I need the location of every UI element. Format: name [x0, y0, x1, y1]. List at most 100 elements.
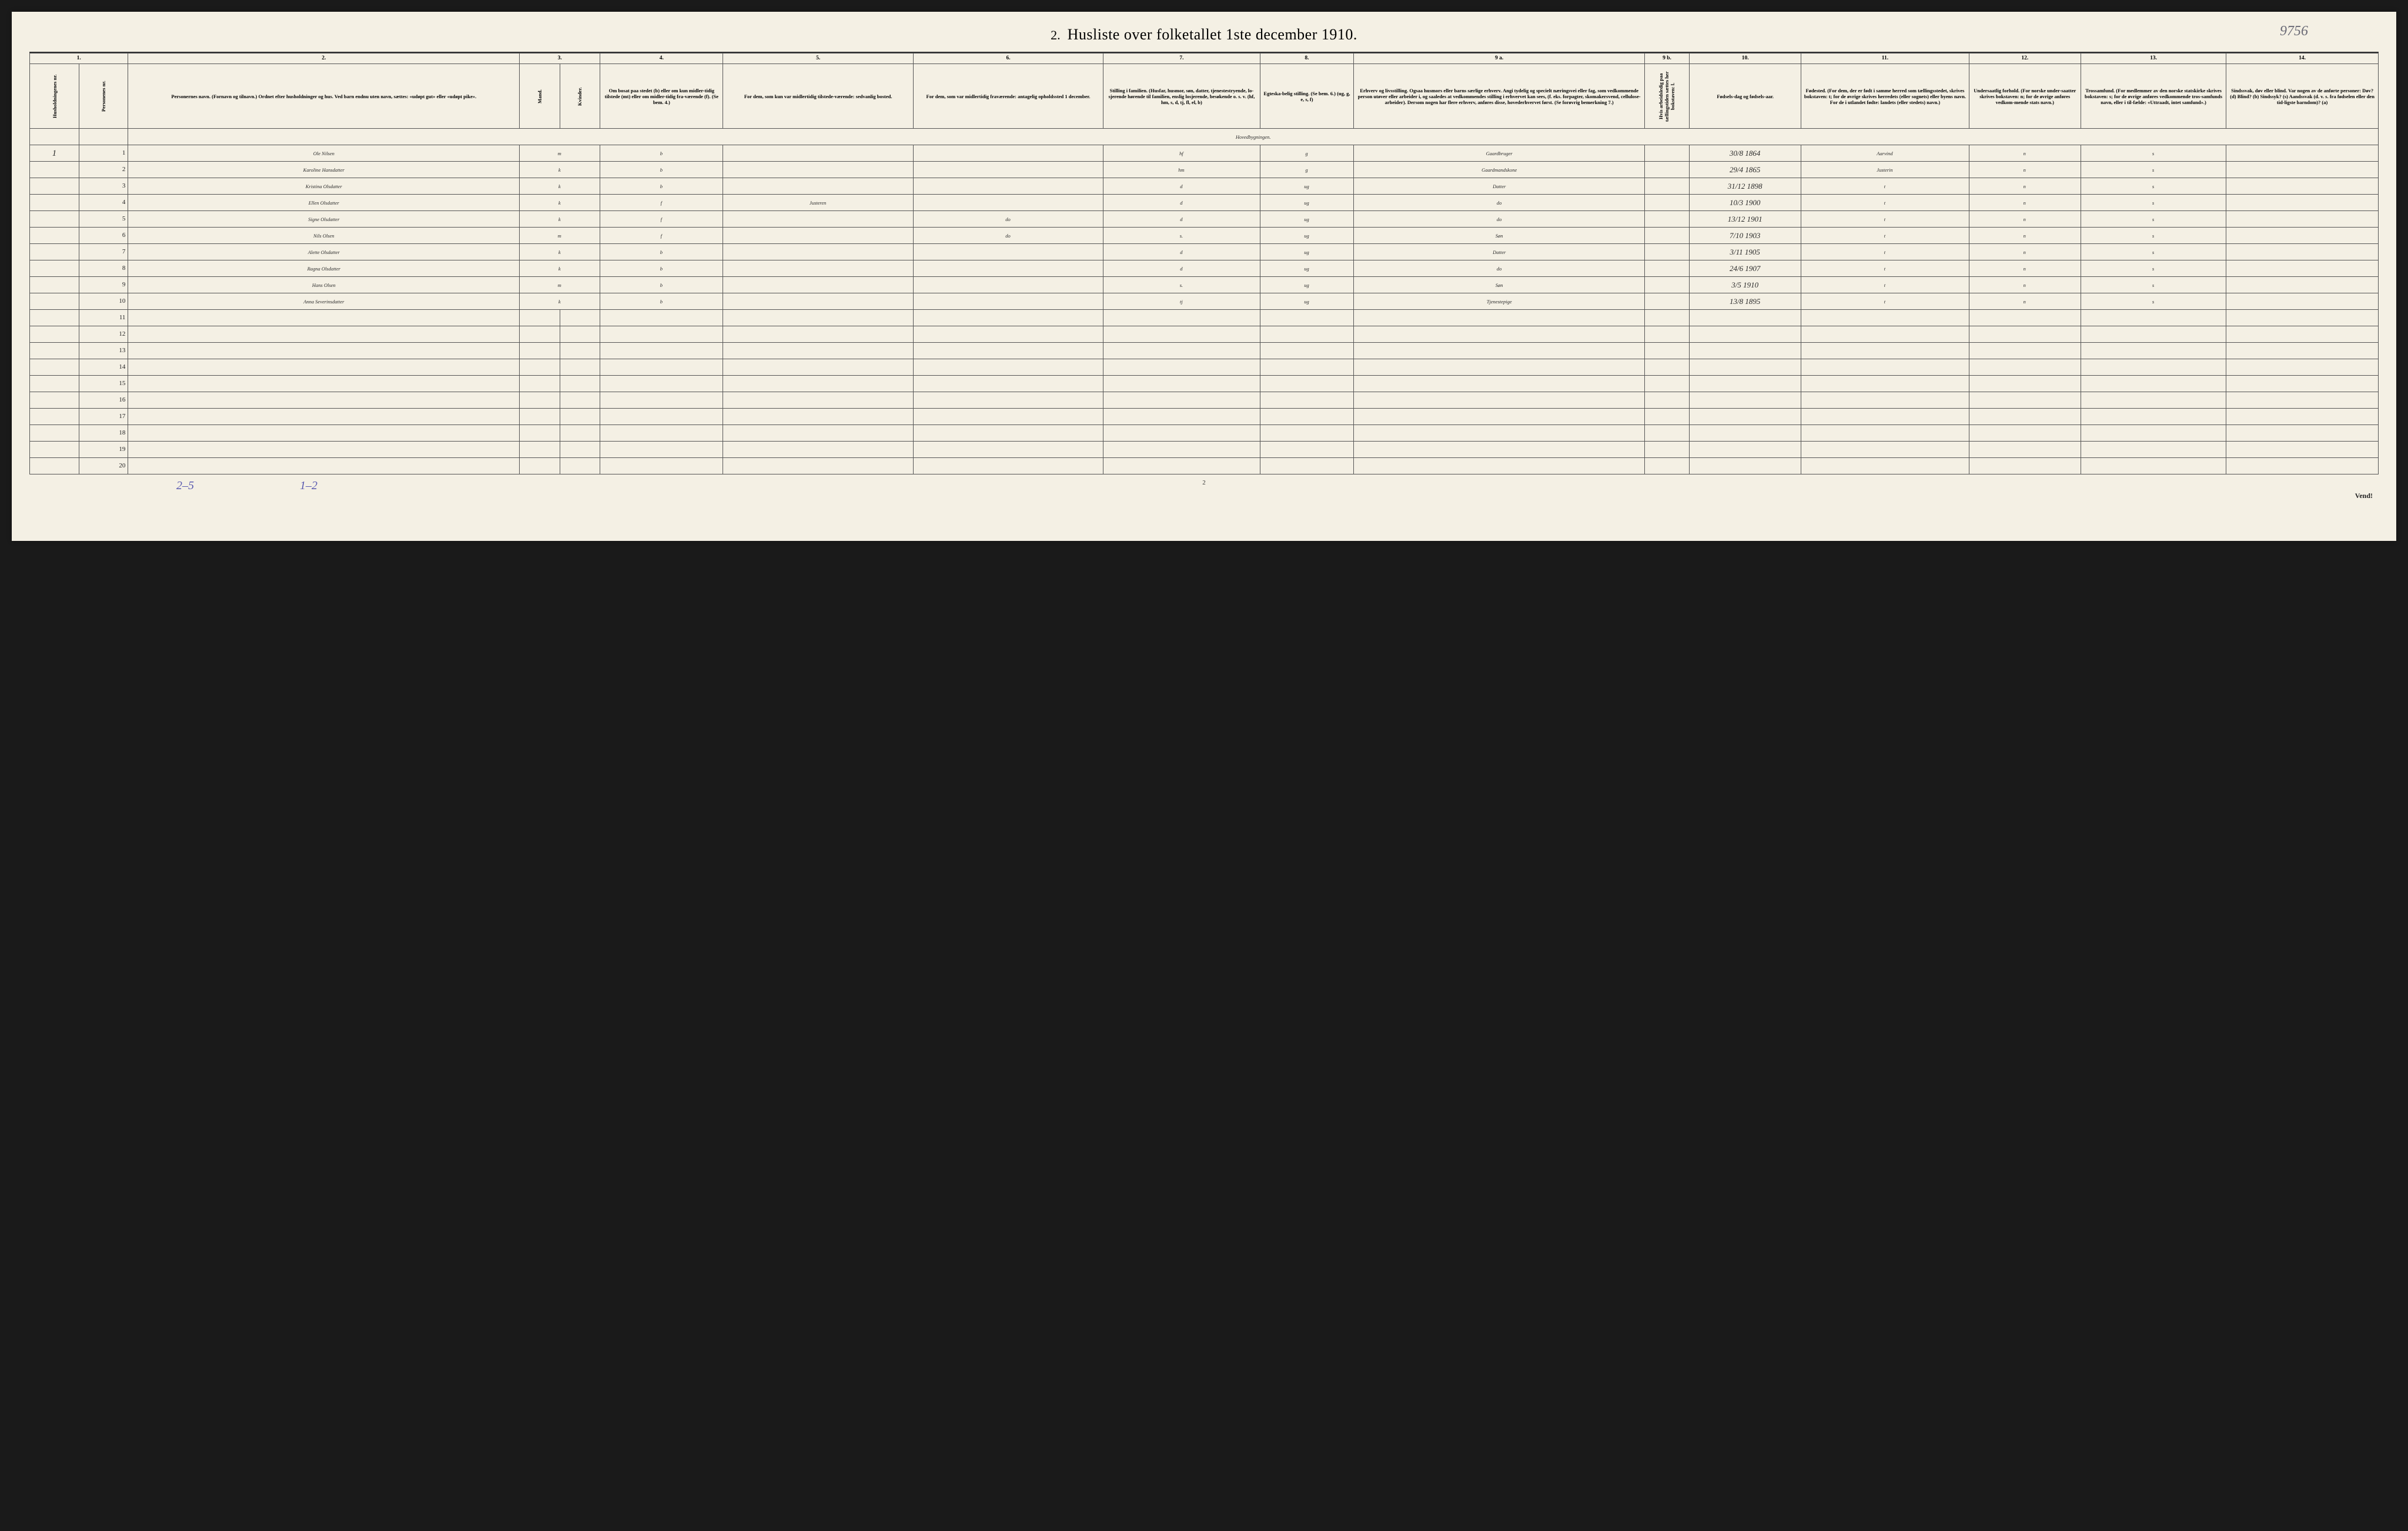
col-number: 14. [2226, 54, 2379, 64]
cell-unemployed [1644, 293, 1689, 310]
cell-household-nr [30, 228, 79, 244]
cell-birthplace: t [1801, 195, 1969, 211]
cell-family-pos: d [1103, 260, 1260, 277]
table-row-blank: 15 [30, 376, 2379, 392]
table-row: 9Hans Olsenmbs.ugSøn3/5 1910tns [30, 277, 2379, 293]
cell-occupation: do [1354, 211, 1645, 228]
cell-person-nr: 8 [79, 260, 128, 277]
cell-dob: 3/5 1910 [1690, 277, 1801, 293]
cell-residence: b [600, 293, 723, 310]
cell-person-nr: 11 [79, 310, 128, 326]
cell-family-pos: s. [1103, 228, 1260, 244]
section-label: Hovedbygningen. [128, 129, 2379, 145]
cell-marital: ug [1260, 178, 1354, 195]
cell-residence: b [600, 277, 723, 293]
cell-family-pos: hm [1103, 162, 1260, 178]
cell-sex: k [520, 211, 600, 228]
hdr-temp-present: For dem, som kun var midlertidig tilsted… [723, 64, 913, 129]
cell-disability [2226, 260, 2379, 277]
table-wrap: 1.2.3.4.5.6.7.8.9 a.9 b.10.11.12.13.14. … [29, 52, 2379, 474]
cell-person-nr: 20 [79, 458, 128, 474]
cell-nationality: n [1969, 260, 2081, 277]
table-row-blank: 16 [30, 392, 2379, 409]
cell-sex: k [520, 178, 600, 195]
col-number: 9 a. [1354, 54, 1645, 64]
hdr-person-nr: Personenes nr. [79, 64, 128, 129]
cell-person-nr: 3 [79, 178, 128, 195]
hdr-temp-absent: For dem, som var midlertidig fraværende:… [913, 64, 1103, 129]
cell-nationality: n [1969, 145, 2081, 162]
cell-sex: k [520, 162, 600, 178]
cell-name: Nils Olsen [128, 228, 520, 244]
col-number: 13. [2081, 54, 2226, 64]
cell-person-nr: 4 [79, 195, 128, 211]
cell-family-pos: tj [1103, 293, 1260, 310]
cell-marital: ug [1260, 195, 1354, 211]
cell-disability [2226, 145, 2379, 162]
cell-nationality: n [1969, 277, 2081, 293]
cell-occupation: Datter [1354, 244, 1645, 260]
cell-occupation: Søn [1354, 277, 1645, 293]
cell-temp-present [723, 277, 913, 293]
cell-marital: ug [1260, 228, 1354, 244]
title-number: 2. [1051, 28, 1061, 42]
cell-person-nr: 10 [79, 293, 128, 310]
cell-temp-present [723, 260, 913, 277]
cell-temp-present [723, 293, 913, 310]
cell-family-pos: d [1103, 244, 1260, 260]
cell-unemployed [1644, 260, 1689, 277]
cell-birthplace: t [1801, 293, 1969, 310]
cell-temp-present [723, 228, 913, 244]
cell-person-nr: 18 [79, 425, 128, 442]
col-number: 7. [1103, 54, 1260, 64]
col-number: 4. [600, 54, 723, 64]
cell-residence: f [600, 228, 723, 244]
cell-disability [2226, 178, 2379, 195]
census-table: 1.2.3.4.5.6.7.8.9 a.9 b.10.11.12.13.14. … [29, 53, 2379, 474]
cell-occupation: do [1354, 260, 1645, 277]
table-row-blank: 18 [30, 425, 2379, 442]
table-head: 1.2.3.4.5.6.7.8.9 a.9 b.10.11.12.13.14. … [30, 54, 2379, 129]
cell-dob: 13/8 1895 [1690, 293, 1801, 310]
cell-unemployed [1644, 145, 1689, 162]
cell-temp-present [723, 145, 913, 162]
cell-name: Ragna Olsdatter [128, 260, 520, 277]
hdr-name: Personernes navn. (Fornavn og tilnavn.) … [128, 64, 520, 129]
cell-family-pos: hf [1103, 145, 1260, 162]
cell-marital: ug [1260, 293, 1354, 310]
cell-unemployed [1644, 178, 1689, 195]
cell-name: Ole Nilsen [128, 145, 520, 162]
cell-person-nr: 16 [79, 392, 128, 409]
handwritten-note: 9756 [2280, 24, 2308, 39]
table-row: 7Alette OlsdatterkbdugDatter3/11 1905tns [30, 244, 2379, 260]
hdr-sex-k: Kvinder. [560, 64, 600, 129]
cell-unemployed [1644, 162, 1689, 178]
cell-occupation: Gaardbruger [1354, 145, 1645, 162]
cell-unemployed [1644, 277, 1689, 293]
cell-temp-absent: do [913, 211, 1103, 228]
cell-religion: s [2081, 260, 2226, 277]
cell-religion: s [2081, 244, 2226, 260]
col-number: 6. [913, 54, 1103, 64]
cell-person-nr: 7 [79, 244, 128, 260]
cell-residence: f [600, 211, 723, 228]
cell-name: Kristina Olsdatter [128, 178, 520, 195]
cell-marital: ug [1260, 260, 1354, 277]
col-number: 3. [520, 54, 600, 64]
cell-temp-present: Justeren [723, 195, 913, 211]
cell-sex: k [520, 244, 600, 260]
footer-note-mid: 1–2 [300, 479, 317, 493]
cell-occupation: Gaardmandskone [1354, 162, 1645, 178]
cell-temp-absent [913, 244, 1103, 260]
cell-sex: m [520, 145, 600, 162]
vend-label: Vend! [2355, 492, 2373, 500]
footer: 2–5 1–2 2 Vend! [29, 479, 2379, 494]
table-row-blank: 12 [30, 326, 2379, 343]
cell-birthplace: t [1801, 260, 1969, 277]
cell-religion: s [2081, 228, 2226, 244]
cell-residence: b [600, 260, 723, 277]
col-number: 5. [723, 54, 913, 64]
cell-temp-absent [913, 178, 1103, 195]
cell-marital: g [1260, 145, 1354, 162]
cell-dob: 29/4 1865 [1690, 162, 1801, 178]
